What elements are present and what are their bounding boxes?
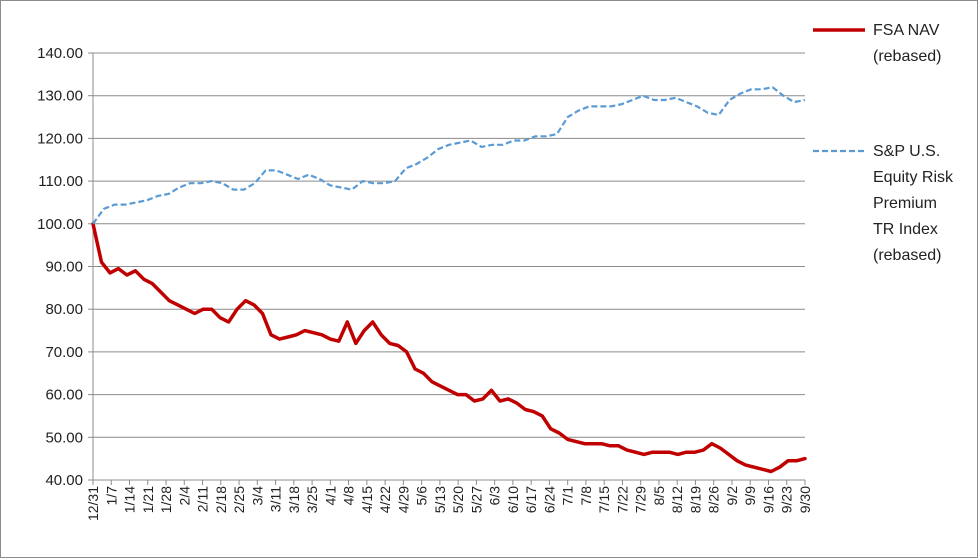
legend-label: Premium: [873, 195, 937, 212]
x-tick-label: 8/12: [669, 486, 685, 513]
x-tick-label: 5/6: [414, 486, 430, 506]
x-tick-label: 2/25: [231, 486, 247, 513]
x-tick-label: 5/13: [432, 486, 448, 513]
y-tick-label: 110.00: [38, 173, 83, 190]
y-tick-label: 130.00: [37, 88, 83, 105]
x-tick-label: 1/28: [158, 486, 174, 513]
x-axis-ticks: 12/31 1/7 1/14 1/21 1/28 2/4 2/11 2/18 2/25 3/4 3/…: [85, 480, 813, 521]
y-tick-label: 40.00: [45, 472, 83, 489]
y-tick-label: 120.00: [37, 130, 83, 147]
legend-label: (rebased): [873, 48, 941, 65]
x-tick-label: 1/7: [103, 486, 119, 506]
x-tick-label: 1/21: [140, 486, 156, 513]
y-axis-ticks: 40.00 50.00 60.00 70.00 80.00 90.00 100.00 110.…: [37, 45, 83, 489]
legend: FSA NAV (rebased) S&P U.S. Equity Risk Premi…: [813, 22, 954, 264]
y-tick-label: 90.00: [45, 259, 83, 276]
x-tick-label: 6/10: [505, 486, 521, 513]
x-tick-label: 8/19: [687, 486, 703, 513]
x-tick-label: 2/18: [213, 486, 229, 513]
x-tick-label: 9/23: [779, 486, 795, 513]
legend-label: TR Index: [873, 221, 938, 238]
x-tick-label: 3/4: [249, 486, 265, 506]
x-tick-label: 4/29: [395, 486, 411, 513]
legend-label: FSA NAV: [873, 22, 940, 39]
x-tick-label: 4/22: [377, 486, 393, 513]
x-tick-label: 3/18: [286, 486, 302, 513]
legend-label: Equity Risk: [873, 169, 954, 186]
x-tick-label: 4/1: [322, 486, 338, 506]
x-tick-label: 9/9: [742, 486, 758, 506]
x-tick-label: 1/14: [122, 486, 138, 513]
y-tick-label: 70.00: [45, 344, 83, 361]
x-tick-label: 8/26: [706, 486, 722, 513]
x-tick-label: 3/25: [304, 486, 320, 513]
x-tick-label: 7/29: [633, 486, 649, 513]
x-tick-label: 2/4: [176, 486, 192, 506]
x-tick-label: 5/20: [450, 486, 466, 513]
x-tick-label: 7/22: [614, 486, 630, 513]
x-tick-label: 5/27: [468, 486, 484, 513]
x-tick-label: 8/5: [651, 486, 667, 506]
y-tick-label: 60.00: [45, 387, 83, 404]
x-tick-label: 7/1: [560, 486, 576, 506]
x-tick-label: 4/8: [341, 486, 357, 506]
y-tick-label: 50.00: [45, 429, 83, 446]
x-tick-label: 6/24: [541, 486, 557, 513]
legend-label: S&P U.S.: [873, 143, 940, 160]
x-tick-label: 7/15: [596, 486, 612, 513]
x-tick-label: 9/16: [760, 486, 776, 513]
x-tick-label: 9/2: [724, 486, 740, 506]
x-tick-label: 2/11: [195, 486, 211, 512]
series-line-0: [91, 222, 807, 474]
legend-label: (rebased): [873, 247, 941, 264]
y-tick-label: 140.00: [37, 45, 83, 62]
x-tick-label: 3/11: [268, 486, 284, 512]
y-tick-label: 80.00: [45, 301, 83, 318]
series-lines: [91, 86, 807, 474]
x-tick-label: 4/15: [359, 486, 375, 513]
x-tick-label: 9/30: [797, 486, 813, 513]
x-tick-label: 6/3: [487, 486, 503, 506]
series-line-1: [92, 86, 806, 225]
gridlines: [88, 52, 805, 481]
x-tick-label: 6/17: [523, 486, 539, 513]
y-tick-label: 100.00: [37, 216, 83, 233]
x-tick-label: 12/31: [85, 486, 101, 521]
x-tick-label: 7/8: [578, 486, 594, 506]
